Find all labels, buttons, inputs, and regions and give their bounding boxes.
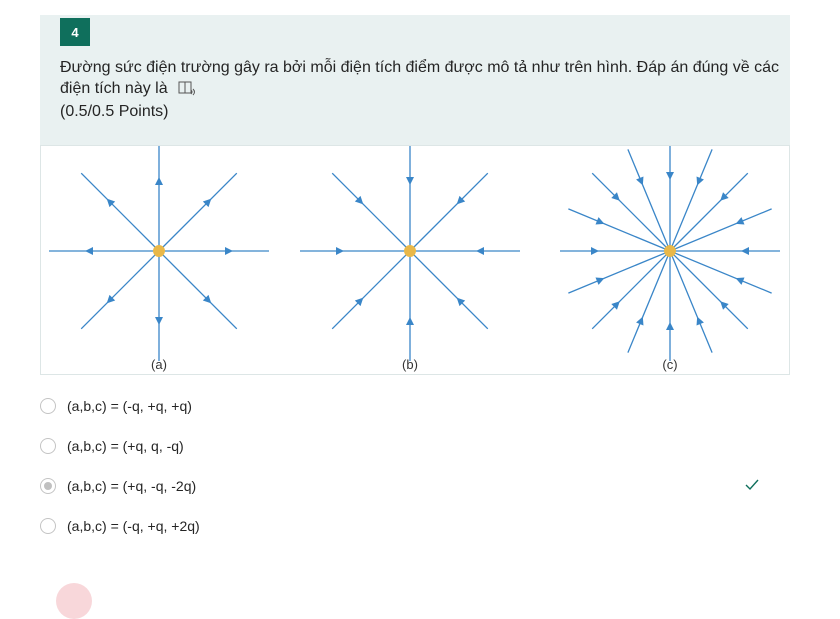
field-lines-svg: (a) (b) (c): [49, 146, 780, 372]
diagram-b-line-1: [409, 250, 489, 330]
diagram-c-arrow-4: [666, 322, 674, 330]
diagram-c-arrow-7: [595, 277, 605, 285]
option-4-radio[interactable]: [40, 518, 56, 534]
diagram-b-charge: [404, 245, 416, 257]
diagram-c-line-6: [591, 250, 671, 330]
option-2-label: (a,b,c) = (+q, q, -q): [67, 438, 184, 454]
diagram-a-arrow-4: [85, 247, 93, 255]
diagram-c-line-14: [669, 172, 749, 252]
diagram-b-arrow-0: [476, 247, 484, 255]
diagram-c-line-9: [568, 208, 671, 252]
diagram-a-line-3: [80, 250, 160, 330]
diagram-c-line-15: [669, 208, 772, 252]
question-text: Đường sức điện trường gây ra bởi mỗi điệ…: [60, 57, 780, 102]
diagram-b-line-3: [331, 250, 411, 330]
diagram-c-arrow-15: [735, 217, 745, 225]
diagram-c-arrow-0: [741, 247, 749, 255]
diagram-c-arrow-1: [735, 277, 745, 285]
diagram-c-arrow-8: [591, 247, 599, 255]
diagram-c-arrow-12: [666, 172, 674, 180]
option-3-label: (a,b,c) = (+q, -q, -2q): [67, 478, 197, 494]
diagram-c-arrow-5: [636, 316, 644, 326]
option-2-radio[interactable]: [40, 438, 56, 454]
diagram-c-arrow-3: [696, 316, 704, 326]
diagram-b-arrow-5: [354, 195, 364, 205]
diagram-a-arrow-2: [155, 317, 163, 325]
figure-label-1: (a): [151, 357, 167, 372]
diagram-a-arrow-0: [225, 247, 233, 255]
diagram-b-line-5: [331, 172, 411, 252]
diagram-b-arrow-2: [406, 317, 414, 325]
diagram-c-arrow-14: [720, 192, 729, 201]
diagram-b-arrow-7: [456, 195, 466, 205]
question-number-badge: 4: [60, 18, 90, 46]
diagram-a-charge: [153, 245, 165, 257]
option-3-radio[interactable]: [40, 478, 56, 494]
diagram-c-arrow-2: [720, 301, 729, 310]
diagram-c-line-10: [591, 172, 671, 252]
diagram-c-charge: [664, 245, 676, 257]
diagram-a-line-7: [158, 172, 238, 252]
diagram-c-line-3: [669, 250, 713, 353]
decorative-circle: [56, 583, 92, 619]
diagram-a-arrow-1: [202, 294, 212, 304]
diagram-c-arrow-11: [636, 176, 644, 186]
option-2[interactable]: (a,b,c) = (+q, q, -q): [40, 432, 790, 460]
diagram-b-arrow-6: [406, 177, 414, 185]
figure-label-2: (b): [402, 357, 418, 372]
diagram-c-line-11: [627, 149, 671, 252]
diagram-b-arrow-1: [456, 297, 466, 307]
question-text-content: Đường sức điện trường gây ra bởi mỗi điệ…: [60, 59, 779, 97]
diagram-c-line-1: [669, 250, 772, 294]
correct-check-icon: [745, 478, 759, 496]
option-1[interactable]: (a,b,c) = (-q, +q, +q): [40, 392, 790, 420]
diagram-c-arrow-9: [595, 217, 605, 225]
field-lines-figure: (a) (b) (c): [40, 145, 790, 375]
diagram-c-line-5: [627, 250, 671, 353]
figure-label-3: (c): [662, 357, 677, 372]
option-3[interactable]: (a,b,c) = (+q, -q, -2q): [40, 472, 790, 500]
diagram-a-arrow-3: [106, 294, 116, 304]
diagram-c-line-2: [669, 250, 749, 330]
diagram-a-line-1: [158, 250, 238, 330]
diagram-a-arrow-7: [202, 198, 212, 208]
diagram-b-line-7: [409, 172, 489, 252]
diagram-b-arrow-4: [336, 247, 344, 255]
diagram-c-arrow-10: [611, 192, 620, 201]
question-points: (0.5/0.5 Points): [60, 103, 169, 120]
diagram-a-line-5: [80, 172, 160, 252]
diagram-c-arrow-13: [696, 176, 704, 186]
diagram-c-line-7: [568, 250, 671, 294]
diagram-c-arrow-6: [611, 301, 620, 310]
immersive-reader-icon[interactable]: [178, 81, 196, 102]
option-4[interactable]: (a,b,c) = (-q, +q, +2q): [40, 512, 790, 540]
diagram-a-arrow-5: [106, 198, 116, 208]
diagram-a-arrow-6: [155, 177, 163, 185]
diagram-b-arrow-3: [354, 297, 364, 307]
option-4-label: (a,b,c) = (-q, +q, +2q): [67, 518, 200, 534]
diagram-c-line-13: [669, 149, 713, 252]
option-1-radio[interactable]: [40, 398, 56, 414]
option-1-label: (a,b,c) = (-q, +q, +q): [67, 398, 192, 414]
